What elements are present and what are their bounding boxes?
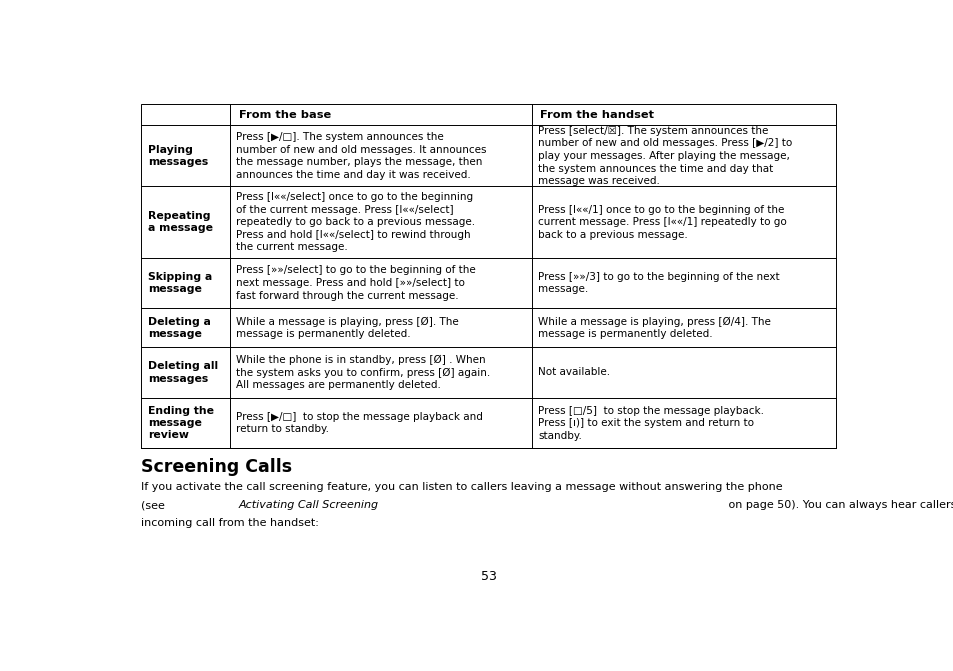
Text: Ending the
message
review: Ending the message review xyxy=(148,406,213,440)
Text: Deleting all
messages: Deleting all messages xyxy=(148,361,217,384)
Text: Press [▶/□]  to stop the message playback and
return to standby.: Press [▶/□] to stop the message playback… xyxy=(236,412,483,434)
Text: on page 50). You can always hear callers from the base speaker. To screen an: on page 50). You can always hear callers… xyxy=(723,500,953,510)
Text: If you activate the call screening feature, you can listen to callers leaving a : If you activate the call screening featu… xyxy=(141,482,782,493)
Text: Press [I««/1] once to go to the beginning of the
current message. Press [I««/1] : Press [I««/1] once to go to the beginnin… xyxy=(537,205,786,240)
Text: Press [select/☒]. The system announces the
number of new and old messages. Press: Press [select/☒]. The system announces t… xyxy=(537,126,792,186)
Text: (see: (see xyxy=(141,500,169,510)
Bar xyxy=(141,104,836,448)
Text: Press [▶/□]. The system announces the
number of new and old messages. It announc: Press [▶/□]. The system announces the nu… xyxy=(236,132,486,180)
Text: Activating Call Screening: Activating Call Screening xyxy=(238,500,378,510)
Text: While the phone is in standby, press [Ø] . When
the system asks you to confirm, : While the phone is in standby, press [Ø]… xyxy=(236,355,490,391)
Text: From the handset: From the handset xyxy=(539,109,653,119)
Text: While a message is playing, press [Ø/4]. The
message is permanently deleted.: While a message is playing, press [Ø/4].… xyxy=(537,316,770,339)
Text: From the base: From the base xyxy=(239,109,332,119)
Text: Playing
messages: Playing messages xyxy=(148,145,208,167)
Text: Screening Calls: Screening Calls xyxy=(141,458,293,476)
Text: 53: 53 xyxy=(480,570,497,582)
Text: Press [I««/select] once to go to the beginning
of the current message. Press [I«: Press [I««/select] once to go to the beg… xyxy=(236,192,475,252)
Text: Deleting a
message: Deleting a message xyxy=(148,317,211,339)
Text: Skipping a
message: Skipping a message xyxy=(148,272,212,295)
Text: Press [□/5]  to stop the message playback.
Press [ı)] to exit the system and ret: Press [□/5] to stop the message playback… xyxy=(537,405,763,441)
Text: Repeating
a message: Repeating a message xyxy=(148,211,213,234)
Text: Press [»»/3] to go to the beginning of the next
message.: Press [»»/3] to go to the beginning of t… xyxy=(537,272,779,295)
Text: While a message is playing, press [Ø]. The
message is permanently deleted.: While a message is playing, press [Ø]. T… xyxy=(236,316,458,339)
Text: Not available.: Not available. xyxy=(537,368,610,378)
Text: incoming call from the handset:: incoming call from the handset: xyxy=(141,517,319,527)
Text: Press [»»/select] to go to the beginning of the
next message. Press and hold [»»: Press [»»/select] to go to the beginning… xyxy=(236,266,476,301)
